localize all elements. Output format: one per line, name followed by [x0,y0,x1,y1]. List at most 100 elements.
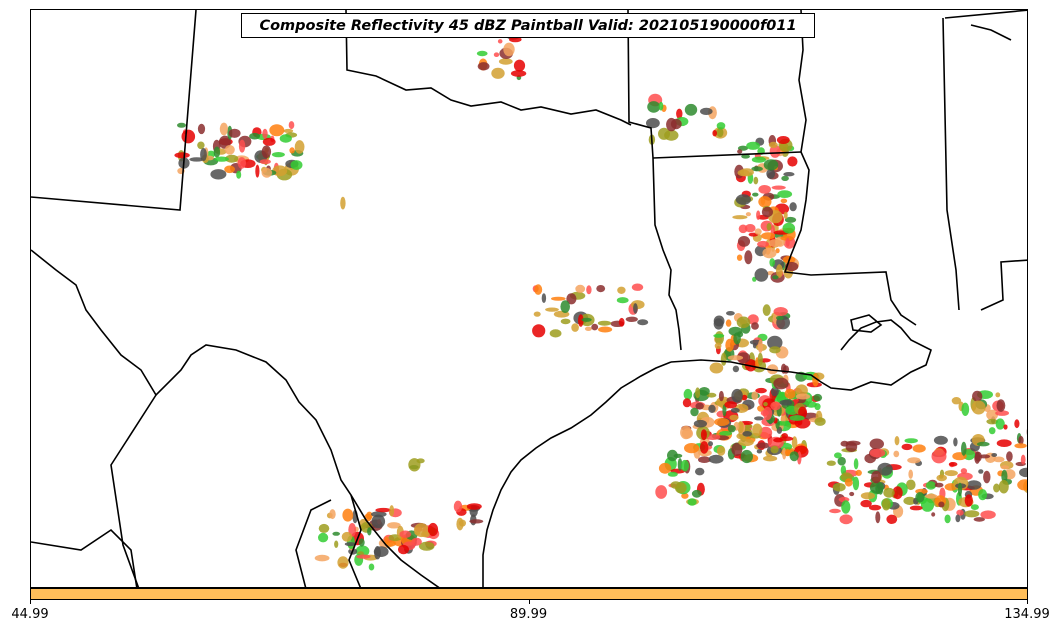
echo-blob [826,460,836,466]
echo-blob [763,406,773,421]
echo-blob [789,415,805,421]
echo-blob [670,481,682,489]
border-mx-4 [348,494,362,587]
echo-blob [881,498,891,511]
echo-blob [957,482,963,497]
echo-blob [1026,428,1027,435]
echo-blob [727,425,736,433]
echo-blob [713,318,724,330]
border-ar-la [652,151,802,159]
echo-blob [1014,443,1027,449]
echo-blob [763,159,779,171]
echo-blob [509,36,522,43]
echo-blob [875,511,881,524]
echo-blob [883,487,895,498]
echo-blob [667,471,678,477]
echo-blob [618,317,625,327]
echo-blob [225,154,239,163]
echo-blob [717,127,724,138]
echo-blob [961,402,970,416]
echo-blob [964,494,973,507]
coast-la [670,319,932,391]
echo-blob [776,315,784,321]
echo-blob [739,168,754,177]
echo-blob [776,136,790,144]
border-rio-grande [31,249,440,587]
echo-blob [834,452,842,459]
echo-blob [581,317,592,322]
echo-blob [189,157,205,162]
echo-blob [681,492,689,499]
echo-blob [680,459,690,472]
echo-blob [534,284,543,295]
echo-blob [1001,469,1008,483]
echo-blob [869,448,886,458]
echo-blob [261,145,272,159]
map-title: Composite Reflectivity 45 dBZ Paintball … [241,13,815,38]
echo-blob [980,510,996,519]
echo-blob [781,433,788,439]
echo-blob [795,393,811,400]
echo-blob [690,407,699,417]
echo-blob [791,436,798,450]
echo-blob [667,449,678,462]
echo-blob [995,418,1005,430]
border-nm-az [31,10,197,211]
echo-blob [684,103,698,116]
echo-blob [805,401,817,408]
echo-blob [755,387,767,394]
state-borders [31,10,1027,587]
echo-blob [709,362,724,374]
echo-blob [912,444,926,453]
echo-blob [886,514,898,524]
echo-blob [684,443,700,454]
echo-blob [979,454,991,459]
echo-blob [718,390,724,402]
echo-blob [337,556,349,569]
echo-blob [453,500,463,513]
echo-blob [894,436,900,446]
border-mx-1 [110,394,157,587]
map-canvas [31,10,1027,587]
echo-blob [789,451,799,462]
echo-blob [789,202,797,212]
echo-blob [766,168,776,179]
echo-blob [763,455,778,462]
echo-blob [991,453,998,457]
echo-blob [698,387,710,396]
echo-blob [713,333,725,338]
echo-blob [566,293,577,305]
echo-blob [375,507,392,513]
echo-blob [670,118,682,130]
echo-blob [271,152,285,158]
echo-blob [551,296,566,301]
echo-blob [782,447,787,460]
echo-blob [877,462,893,476]
echo-blob [770,386,779,397]
echo-blob [759,426,773,439]
echo-blob [970,504,979,510]
echo-blob [931,512,936,517]
echo-blob [466,503,482,510]
echo-blob [414,531,421,535]
echo-blob [259,159,271,165]
echo-blob [763,402,768,407]
border-mx-3 [295,499,332,587]
echo-blob [342,508,354,522]
echo-blob [757,352,763,366]
echo-blob [754,268,769,282]
echo-blob [973,517,985,522]
echo-blob [682,398,692,408]
echo-blob [737,331,744,338]
echo-blob [845,441,858,452]
echo-blob [779,399,793,406]
echo-blob [731,442,743,456]
echo-blob [249,132,261,140]
echo-blob [237,157,246,169]
echo-blob [784,216,797,223]
echo-blob [560,300,570,313]
echo-blob [906,479,916,491]
echo-blob [892,486,903,500]
echo-blob [476,50,488,57]
echo-blob [868,504,882,511]
